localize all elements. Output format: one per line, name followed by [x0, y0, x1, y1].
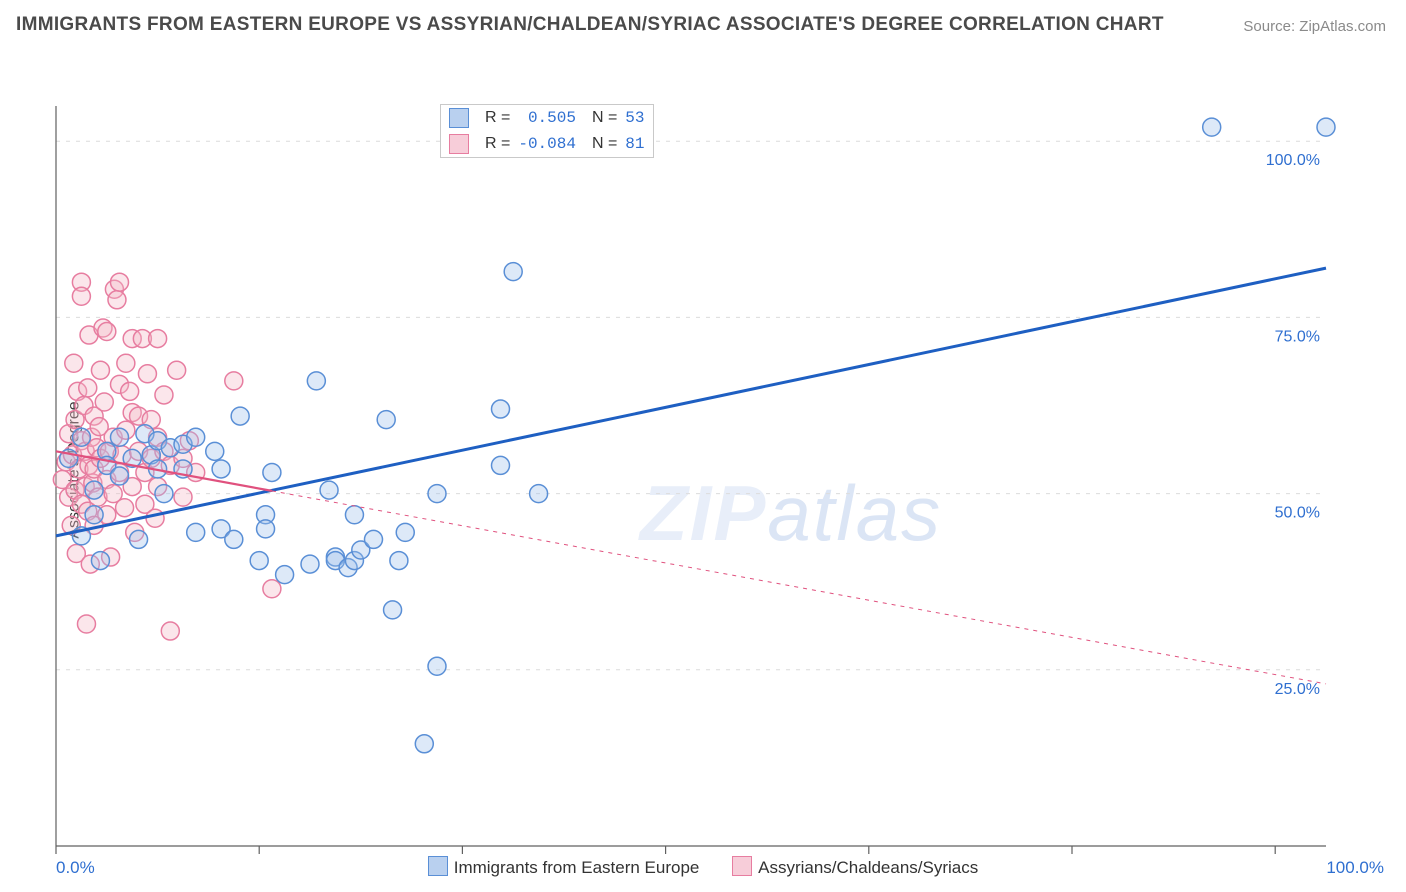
scatter-series-blue	[60, 118, 1335, 753]
series-legend: Immigrants from Eastern Europe Assyrians…	[0, 856, 1406, 878]
legend-swatch-blue	[428, 856, 448, 876]
source-label: Source: ZipAtlas.com	[1243, 18, 1386, 35]
chart-title: IMMIGRANTS FROM EASTERN EUROPE VS ASSYRI…	[16, 14, 1164, 36]
gridlines	[56, 141, 1326, 670]
svg-text:75.0%: 75.0%	[1275, 328, 1320, 345]
legend-label-blue: Immigrants from Eastern Europe	[454, 858, 700, 877]
r-value-pink: -0.084	[518, 131, 584, 157]
axes	[56, 106, 1326, 854]
r-value-blue: 0.505	[518, 105, 584, 131]
correlation-legend: R = 0.505 N = 53 R = -0.084 N = 81	[440, 104, 654, 158]
legend-swatch-pink	[732, 856, 752, 876]
svg-text:50.0%: 50.0%	[1275, 505, 1320, 522]
r-label: R =	[477, 131, 518, 157]
chart-area: Associate's Degree ZIPatlas 25.0%50.0%75…	[0, 48, 1406, 892]
r-label: R =	[477, 105, 518, 131]
n-value-blue: 53	[625, 105, 652, 131]
legend-row-blue: R = 0.505 N = 53	[441, 105, 653, 131]
legend-swatch-pink	[449, 134, 469, 154]
legend-row-pink: R = -0.084 N = 81	[441, 131, 653, 157]
svg-text:100.0%: 100.0%	[1266, 152, 1320, 169]
source-value: ZipAtlas.com	[1299, 18, 1386, 35]
n-value-pink: 81	[625, 131, 652, 157]
legend-item-pink: Assyrians/Chaldeans/Syriacs	[732, 858, 978, 877]
n-label: N =	[584, 105, 625, 131]
y-tick-labels: 25.0% 50.0% 75.0% 100.0%	[1266, 152, 1320, 698]
source-prefix: Source:	[1243, 18, 1295, 35]
legend-swatch-blue	[449, 108, 469, 128]
trend-lines	[56, 268, 1326, 684]
scatter-plot-svg: 25.0% 50.0% 75.0% 100.0%	[48, 98, 1388, 888]
legend-label-pink: Assyrians/Chaldeans/Syriacs	[758, 858, 978, 877]
svg-text:25.0%: 25.0%	[1275, 681, 1320, 698]
legend-item-blue: Immigrants from Eastern Europe	[428, 858, 704, 877]
n-label: N =	[584, 131, 625, 157]
